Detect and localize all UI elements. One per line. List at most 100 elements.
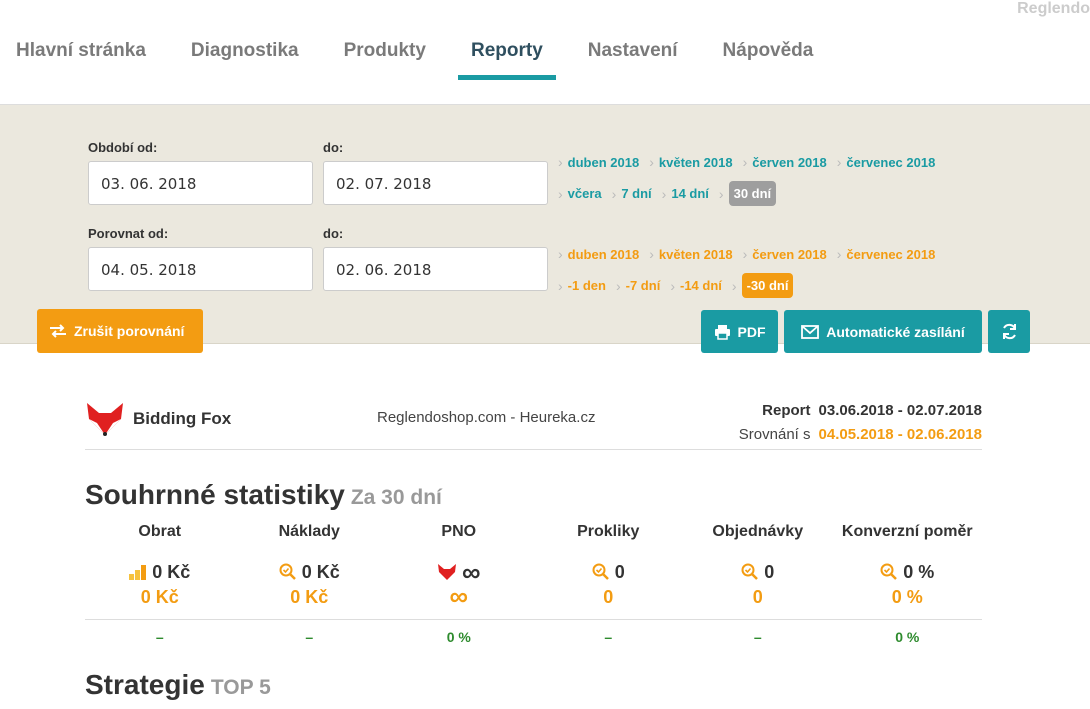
stat-turnover: Obrat 0 Kč 0 Kč –: [85, 523, 235, 645]
chevron-right-icon: ›: [742, 154, 748, 170]
stat-current: 0: [683, 557, 833, 587]
nav-products[interactable]: Produkty: [343, 40, 426, 61]
stat-clicks: Prokliky 0 0 –: [534, 523, 684, 645]
strategy-title: Strategie: [85, 669, 205, 700]
summary-stats: Obrat 0 Kč 0 Kč – Náklady 0 Kč 0 Kč – PN…: [85, 523, 983, 645]
stat-diff: –: [753, 629, 762, 645]
compare-month-shortcut[interactable]: › červenec 2018: [836, 246, 936, 262]
auto-send-button[interactable]: Automatické zasílání: [784, 310, 982, 353]
stat-label: PNO: [441, 523, 477, 540]
compare-range-shortcut-selected[interactable]: › -30 dní: [732, 273, 794, 298]
stat-current: 0 Kč: [85, 557, 235, 587]
report-range: 03.06.2018 - 02.07.2018: [818, 402, 982, 419]
report-dates: Report 03.06.2018 - 02.07.2018 Srovnání s…: [739, 399, 982, 447]
stat-previous: ∞: [384, 583, 534, 617]
period-range-shortcuts: › včera › 7 dní › 14 dní › 30 dní: [558, 181, 786, 206]
period-month-shortcut[interactable]: › červen 2018: [742, 154, 827, 170]
compare-from-input[interactable]: 04. 05. 2018: [88, 247, 313, 291]
period-to-label: do:: [323, 140, 344, 155]
stat-diff: 0 %: [895, 629, 920, 645]
compare-range-shortcuts: › -1 den › -7 dní › -14 dní › -30 dní: [558, 273, 803, 298]
stat-current-value: ∞: [461, 557, 481, 587]
compare-to-label: do:: [323, 226, 344, 241]
chevron-right-icon: ›: [649, 246, 654, 262]
period-month-shortcuts: › duben 2018 › květen 2018 › červen 2018 › č…: [558, 154, 945, 170]
stat-label: Objednávky: [712, 523, 804, 540]
stat-current: 0 %: [833, 557, 983, 587]
stat-diff: –: [305, 629, 314, 645]
stat-previous-value: 0 Kč: [140, 587, 179, 607]
shop-name: Reglendoshop.com - Heureka.cz: [377, 409, 596, 426]
report-card: Bidding Fox Reglendoshop.com - Heureka.c…: [37, 353, 1030, 709]
nav-diagnostics[interactable]: Diagnostika: [190, 40, 299, 61]
period-month-shortcut[interactable]: › květen 2018: [649, 154, 733, 170]
logo-text: Bidding Fox: [133, 409, 232, 428]
bidding-fox-logo: Bidding Fox: [85, 401, 231, 437]
compare-month-shortcut[interactable]: › duben 2018: [558, 246, 640, 262]
period-range-shortcut-selected[interactable]: › 30 dní: [718, 181, 777, 206]
compare-range: 04.05.2018 - 02.06.2018: [818, 426, 982, 443]
divider: [85, 619, 982, 620]
search-check-icon: [880, 563, 898, 580]
chevron-right-icon: ›: [836, 246, 842, 262]
stat-previous-value: 0: [752, 587, 763, 607]
chevron-right-icon: ›: [718, 185, 724, 202]
refresh-button[interactable]: [988, 310, 1030, 353]
compare-month-shortcuts: › duben 2018 › květen 2018 › červen 2018 › č…: [558, 246, 945, 262]
summary-heading: Souhrnné statistiky Za 30 dní: [85, 479, 442, 511]
stat-current-value: 0 %: [903, 561, 935, 582]
compare-month-shortcut[interactable]: › červen 2018: [742, 246, 827, 262]
compare-label: Srovnání s: [738, 426, 811, 443]
compare-month-shortcut[interactable]: › květen 2018: [649, 246, 733, 262]
stat-current-value: 0: [764, 561, 775, 582]
compare-from-label: Porovnat od:: [88, 226, 169, 241]
period-range-shortcut[interactable]: › 14 dní: [661, 185, 709, 202]
chevron-right-icon: ›: [836, 154, 842, 170]
chevron-right-icon: ›: [611, 185, 617, 202]
envelope-icon: [801, 324, 820, 339]
chevron-right-icon: ›: [558, 246, 563, 262]
cancel-compare-label: Zrušit porovnání: [74, 323, 185, 339]
stat-current: 0 Kč: [235, 557, 385, 587]
main-nav: Hlavní stránka Diagnostika Produkty Repo…: [16, 40, 858, 80]
nav-settings[interactable]: Nastavení: [587, 40, 678, 61]
chevron-right-icon: ›: [649, 154, 654, 170]
period-from-input[interactable]: 03. 06. 2018: [88, 161, 313, 205]
report-label: Report: [762, 402, 811, 419]
nav-help[interactable]: Nápověda: [722, 40, 814, 61]
chevron-right-icon: ›: [742, 246, 748, 262]
summary-subtitle: Za 30 dní: [350, 486, 442, 509]
stat-current-value: 0 Kč: [301, 561, 340, 582]
period-month-shortcut[interactable]: › duben 2018: [558, 154, 640, 170]
search-check-icon: [592, 563, 609, 580]
compare-range-shortcut[interactable]: › -1 den: [558, 277, 606, 294]
chevron-right-icon: ›: [731, 277, 737, 294]
strategy-subtitle: TOP 5: [210, 676, 271, 699]
nav-reports[interactable]: Reporty: [458, 40, 556, 80]
pdf-label: PDF: [737, 323, 766, 340]
cancel-compare-button[interactable]: Zrušit porovnání: [37, 309, 203, 353]
chevron-right-icon: ›: [670, 277, 675, 294]
compare-range-shortcut[interactable]: › -14 dní: [670, 277, 722, 294]
swap-arrows-icon: [50, 324, 66, 338]
period-range-shortcut[interactable]: › včera: [558, 185, 602, 202]
nav-home[interactable]: Hlavní stránka: [16, 40, 146, 61]
refresh-icon: [1002, 323, 1016, 340]
stat-label: Náklady: [278, 523, 340, 540]
strategy-heading: Strategie TOP 5: [85, 669, 271, 701]
period-from-label: Období od:: [88, 140, 158, 155]
compare-range-shortcut[interactable]: › -7 dní: [615, 277, 661, 294]
period-month-shortcut[interactable]: › červenec 2018: [836, 154, 936, 170]
stat-diff: –: [155, 629, 164, 645]
period-to-input[interactable]: 02. 07. 2018: [323, 161, 548, 205]
pdf-button[interactable]: PDF: [701, 310, 778, 353]
chevron-right-icon: ›: [558, 277, 563, 294]
stat-label: Obrat: [138, 523, 182, 540]
chevron-right-icon: ›: [661, 185, 667, 202]
period-range-shortcut[interactable]: › 7 dní: [611, 185, 652, 202]
stat-previous-value: 0 Kč: [290, 587, 329, 607]
bars-icon: [129, 565, 147, 580]
search-check-icon: [741, 563, 759, 580]
compare-to-input[interactable]: 02. 06. 2018: [323, 247, 548, 291]
chevron-right-icon: ›: [558, 185, 563, 202]
